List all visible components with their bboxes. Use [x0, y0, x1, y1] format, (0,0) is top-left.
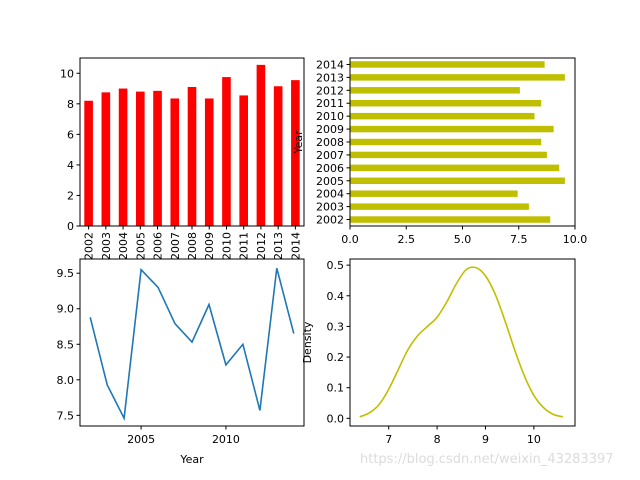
bar-2008 — [187, 87, 197, 226]
density-ytick-label: 0.0 — [327, 412, 345, 425]
density-ytick-label: 0.4 — [327, 290, 345, 303]
bar-xtick-label: 2013 — [272, 232, 285, 260]
density-xtick-label: 7 — [385, 433, 392, 446]
bar-ytick-label: 10 — [60, 67, 74, 80]
hbar-ytick-label: 2002 — [316, 214, 344, 227]
hbar-2011 — [350, 100, 542, 107]
hbar-2013 — [350, 74, 565, 81]
density-ylabel: Density — [301, 321, 314, 363]
line-series — [89, 267, 295, 421]
bar-xtick-label: 2003 — [100, 232, 113, 260]
bar-xtick-label: 2008 — [186, 232, 199, 260]
bar-2014 — [291, 80, 300, 227]
bar-ytick-label: 8 — [67, 98, 74, 111]
bar-ytick-label: 2 — [67, 189, 74, 202]
hbar-2009 — [350, 125, 554, 133]
hbar-2005 — [350, 177, 565, 184]
bar-2002 — [84, 100, 93, 226]
density-ytick-label: 0.3 — [327, 320, 345, 333]
hbar-ytick-label: 2011 — [316, 97, 344, 110]
bar-2006 — [153, 90, 162, 226]
bar-xtick-label: 2012 — [255, 232, 268, 260]
hbar-2003 — [350, 203, 529, 210]
bar-xtick-label: 2002 — [83, 232, 96, 260]
bar-ytick-label: 4 — [67, 159, 74, 172]
density-xtick-label: 10 — [527, 433, 541, 446]
line-ytick-label: 9.5 — [57, 267, 75, 280]
hbar-xtick-label: 7.5 — [510, 233, 528, 246]
density-xtick-label: 9 — [482, 433, 489, 446]
line-ytick-label: 9.0 — [57, 303, 75, 316]
bar-2013 — [273, 86, 283, 226]
density-curve — [359, 266, 564, 418]
density-xtick-label: 8 — [434, 433, 441, 446]
hbar-ytick-label: 2006 — [316, 162, 344, 175]
bar-2004 — [118, 88, 128, 226]
bar-2005 — [136, 91, 145, 226]
density-ytick-label: 0.2 — [327, 351, 345, 364]
bar-xtick-label: 2009 — [203, 232, 216, 260]
hbar-ylabel: Year — [292, 130, 305, 155]
hbar-2012 — [350, 87, 520, 94]
bar-xtick-label: 2006 — [152, 232, 165, 260]
hbar-ytick-label: 2008 — [316, 136, 344, 149]
density-chart-frame — [349, 258, 576, 427]
hbar-ytick-label: 2013 — [316, 71, 344, 84]
line-xlabel: Year — [179, 453, 204, 466]
hbar-ytick-label: 2010 — [316, 110, 344, 123]
density-ytick-label: 0.1 — [327, 382, 345, 395]
density-ytick-label: 0.5 — [327, 259, 345, 272]
hbar-xtick-label: 2.5 — [398, 233, 416, 246]
watermark: https://blog.csdn.net/weixin_43283397 — [360, 452, 614, 467]
bar-xtick-label: 2005 — [134, 232, 147, 260]
bar-2007 — [170, 98, 180, 226]
hbar-ytick-label: 2009 — [316, 123, 344, 136]
hbar-xtick-label: 0.0 — [341, 233, 359, 246]
bar-xtick-label: 2007 — [169, 232, 182, 260]
bar-2011 — [239, 95, 248, 226]
bar-2003 — [101, 92, 111, 226]
hbar-ytick-label: 2012 — [316, 84, 344, 97]
hbar-2008 — [350, 138, 542, 146]
line-xtick-label: 2010 — [212, 433, 240, 446]
hbar-2006 — [350, 164, 560, 172]
bar-xtick-label: 2011 — [238, 232, 251, 260]
bar-ytick-label: 6 — [67, 128, 74, 141]
hbar-xtick-label: 5.0 — [454, 233, 472, 246]
bar-xtick-label: 2010 — [220, 232, 233, 260]
line-chart-frame — [79, 258, 305, 427]
hbar-ytick-label: 2003 — [316, 201, 344, 214]
hbar-2010 — [350, 112, 535, 120]
line-ytick-label: 8.5 — [57, 338, 75, 351]
hbar-ytick-label: 2005 — [316, 175, 344, 188]
hbar-xtick-label: 10.0 — [563, 233, 588, 246]
bar-2010 — [222, 77, 231, 226]
bar-2009 — [204, 98, 214, 226]
bar-xtick-label: 2014 — [289, 232, 302, 260]
hbar-ytick-label: 2007 — [316, 149, 344, 162]
line-ytick-label: 7.5 — [57, 409, 75, 422]
bar-2012 — [256, 64, 266, 226]
bar-ytick-label: 0 — [67, 220, 74, 233]
hbar-2007 — [350, 151, 547, 159]
line-xtick-label: 2005 — [127, 433, 155, 446]
hbar-2014 — [350, 61, 545, 68]
bar-xtick-label: 2004 — [117, 232, 130, 260]
hbar-2002 — [350, 216, 551, 223]
hbar-2004 — [350, 190, 518, 197]
line-ytick-label: 8.0 — [57, 374, 75, 387]
hbar-ytick-label: 2004 — [316, 188, 344, 201]
hbar-ytick-label: 2014 — [316, 58, 344, 71]
